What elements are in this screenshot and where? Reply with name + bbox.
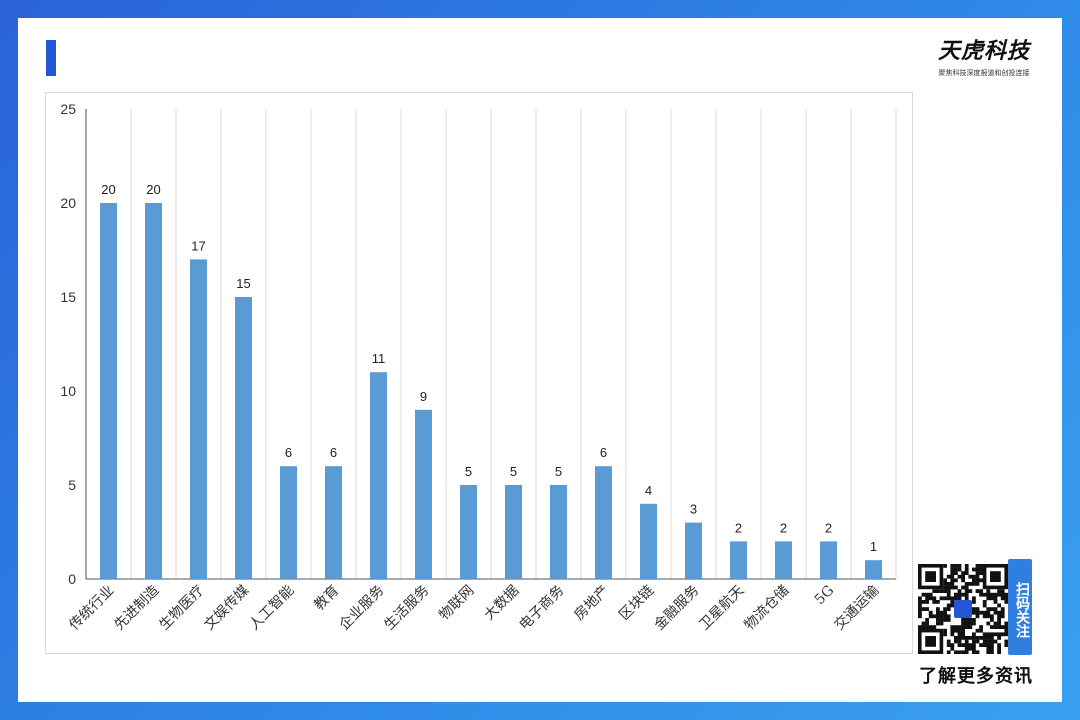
y-tick-label: 20 (60, 195, 76, 211)
brand-tagline: 聚焦科技深度报道和创投连接 (938, 69, 1030, 77)
data-label: 2 (780, 520, 787, 535)
x-tick-label: 先进制造 (111, 583, 162, 634)
bar (595, 466, 612, 579)
data-label: 11 (372, 351, 386, 366)
data-label: 20 (146, 182, 160, 197)
data-label: 17 (191, 238, 205, 253)
bar (685, 522, 702, 579)
title-accent-bar (46, 40, 56, 76)
x-tick-label: 5G (812, 583, 838, 609)
data-label: 5 (555, 464, 562, 479)
bar (370, 372, 387, 579)
y-tick-label: 5 (68, 477, 76, 493)
qr-code-image (917, 563, 1009, 655)
data-label: 6 (330, 445, 337, 460)
bar (865, 560, 882, 579)
brand-logo: 天虎科技 (937, 39, 1030, 64)
x-tick-label: 企业服务 (336, 582, 388, 634)
bar (730, 541, 747, 579)
data-label: 3 (690, 502, 697, 517)
y-tick-label: 10 (60, 383, 76, 399)
bar (325, 466, 342, 579)
qr-code[interactable] (917, 563, 1009, 655)
bar (775, 541, 792, 579)
report-card: 天虎科技 聚焦科技深度报道和创投连接 0 5 10 15 20 25 20 传统行业 20 先进制… (18, 18, 1062, 702)
x-tick-label: 物联网 (436, 583, 477, 624)
x-tick-label: 人工智能 (246, 583, 297, 634)
y-tick-label: 0 (68, 571, 76, 587)
bar-chart: 051015202520传统行业20先进制造17生物医疗15文娱传媒6人工智能6… (60, 101, 897, 634)
data-label: 6 (600, 445, 607, 460)
data-label: 1 (870, 539, 877, 554)
x-tick-label: 生物医疗 (156, 583, 207, 634)
x-tick-label: 大数据 (481, 583, 522, 624)
bar (415, 409, 432, 579)
bar (235, 297, 252, 579)
data-label: 20 (101, 182, 115, 197)
x-tick-label: 交通运输 (831, 582, 883, 634)
x-tick-label: 金融服务 (651, 583, 702, 634)
data-label: 5 (465, 464, 472, 479)
x-tick-label: 房地产 (571, 583, 612, 624)
data-label: 2 (825, 520, 832, 535)
x-tick-label: 文娱传媒 (201, 583, 252, 634)
x-tick-label: 生活服务 (381, 583, 432, 634)
bar (640, 503, 657, 579)
bar (550, 485, 567, 579)
learn-more-text[interactable]: 了解更多资讯 (919, 666, 1033, 687)
x-tick-label: 教育 (311, 583, 342, 614)
data-label: 5 (510, 464, 517, 479)
data-label: 15 (236, 276, 250, 291)
bar (505, 485, 522, 579)
bar (190, 259, 207, 579)
x-tick-label: 卫星航天 (696, 583, 747, 634)
data-label: 6 (285, 445, 292, 460)
chart-frame: 0 5 10 15 20 25 20 传统行业 20 先进制造 17 生物医疗 15 文娱传媒 6 人工智能 6… (45, 92, 913, 654)
data-label: 9 (420, 389, 427, 404)
y-tick-label: 25 (60, 101, 76, 117)
bar (820, 541, 837, 579)
bar (460, 485, 477, 579)
follow-label: 扫码关注 (1008, 559, 1032, 655)
x-tick-label: 区块链 (616, 583, 657, 624)
x-tick-label: 物流仓储 (741, 583, 792, 634)
data-label: 2 (735, 520, 742, 535)
brand-block: 天虎科技 聚焦科技深度报道和创投连接 (934, 38, 1034, 78)
x-tick-label: 传统行业 (66, 583, 117, 634)
bar (100, 203, 117, 579)
data-label: 4 (645, 483, 652, 498)
y-tick-label: 15 (60, 289, 76, 305)
x-tick-label: 电子商务 (516, 583, 567, 634)
bar (145, 203, 162, 579)
bar (280, 466, 297, 579)
